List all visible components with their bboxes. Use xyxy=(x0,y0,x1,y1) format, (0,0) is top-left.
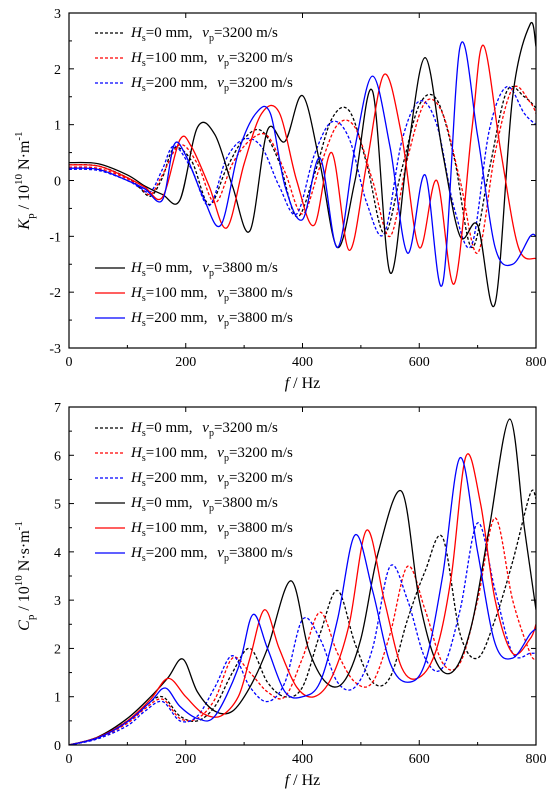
legend-item-3-label: Hs=0 mm, vp=3800 m/s xyxy=(130,495,278,514)
series-group xyxy=(69,21,536,308)
series-line-1 xyxy=(69,517,536,745)
x-axis-label: f / Hz xyxy=(285,772,321,789)
x-tick-label-1: 200 xyxy=(175,752,196,767)
y-tick-label-4: 1 xyxy=(54,119,61,134)
legend-item-2-label: Hs=200 mm, vp=3200 m/s xyxy=(130,470,293,489)
y-tick-label-7: 7 xyxy=(54,401,61,416)
y-tick-label-3: 3 xyxy=(54,594,61,609)
legend-item-2-label: Hs=200 mm, vp=3200 m/s xyxy=(130,75,293,94)
legend-item-5-label: Hs=200 mm, vp=3800 m/s xyxy=(130,545,293,564)
x-axis-label: f / Hz xyxy=(285,375,321,392)
y-axis-label: Cp / 1010 N·s·m-1 xyxy=(13,521,37,631)
legend-item-1-label: Hs=100 mm, vp=3200 m/s xyxy=(130,445,293,464)
legend-item-1-label: Hs=100 mm, vp=3200 m/s xyxy=(130,50,293,69)
x-tick-label-2: 400 xyxy=(292,752,313,767)
legend-item-0-label: Hs=0 mm, vp=3200 m/s xyxy=(130,420,278,439)
y-tick-label-5: 2 xyxy=(54,63,61,78)
y-tick-label-2: -1 xyxy=(49,230,61,245)
legend-item-3-label: Hs=0 mm, vp=3800 m/s xyxy=(130,260,278,279)
legend-item-0-label: Hs=0 mm, vp=3200 m/s xyxy=(130,25,278,44)
x-tick-label-0: 0 xyxy=(66,752,73,767)
series-line-5 xyxy=(69,457,536,745)
legend: Hs=0 mm, vp=3200 m/s Hs=100 mm, vp=3200 m… xyxy=(95,420,293,564)
series-line-3 xyxy=(69,418,536,745)
y-tick-label-0: -3 xyxy=(49,342,61,357)
y-tick-label-6: 3 xyxy=(54,7,61,22)
series-line-2 xyxy=(69,86,536,249)
y-axis-label: Kp / 1010 N·m-1 xyxy=(13,131,37,230)
x-tick-label-4: 800 xyxy=(526,355,547,370)
x-tick-label-3: 600 xyxy=(409,355,430,370)
legend-bottom: Hs=0 mm, vp=3800 m/s Hs=100 mm, vp=3800 m… xyxy=(95,260,293,329)
series-line-4 xyxy=(69,44,536,285)
x-tick-label-0: 0 xyxy=(66,355,73,370)
y-tick-label-3: 0 xyxy=(54,175,61,190)
series-line-4 xyxy=(69,453,536,745)
stiffness-chart: 0 200 400 600 800 -3 -2 -1 0 1 2 3 f / Hz Kp / 1010 N… xyxy=(13,7,547,392)
y-tick-label-5: 5 xyxy=(54,498,61,513)
legend-item-5-label: Hs=200 mm, vp=3800 m/s xyxy=(130,310,293,329)
legend-item-4-label: Hs=100 mm, vp=3800 m/s xyxy=(130,285,293,304)
y-tick-label-4: 4 xyxy=(54,546,61,561)
y-tick-label-1: -2 xyxy=(49,286,61,301)
series-group xyxy=(69,418,536,745)
y-tick-label-6: 6 xyxy=(54,449,61,464)
y-tick-label-2: 2 xyxy=(54,642,61,657)
series-line-5 xyxy=(69,41,536,287)
legend-item-4-label: Hs=100 mm, vp=3800 m/s xyxy=(130,520,293,539)
series-line-3 xyxy=(69,21,536,308)
series-line-2 xyxy=(69,522,536,745)
x-tick-label-3: 600 xyxy=(409,752,430,767)
damping-chart: 0 200 400 600 800 0 1 2 3 4 5 6 7 f / Hz Cp / 1010 N·s… xyxy=(13,401,547,789)
series-line-0 xyxy=(69,489,536,745)
x-tick-label-1: 200 xyxy=(175,355,196,370)
series-line-0 xyxy=(69,85,536,249)
y-tick-label-0: 0 xyxy=(54,739,61,754)
x-tick-label-4: 800 xyxy=(526,752,547,767)
x-tick-label-2: 400 xyxy=(292,355,313,370)
y-tick-label-1: 1 xyxy=(54,691,61,706)
legend-top: Hs=0 mm, vp=3200 m/s Hs=100 mm, vp=3200 m… xyxy=(95,25,293,94)
